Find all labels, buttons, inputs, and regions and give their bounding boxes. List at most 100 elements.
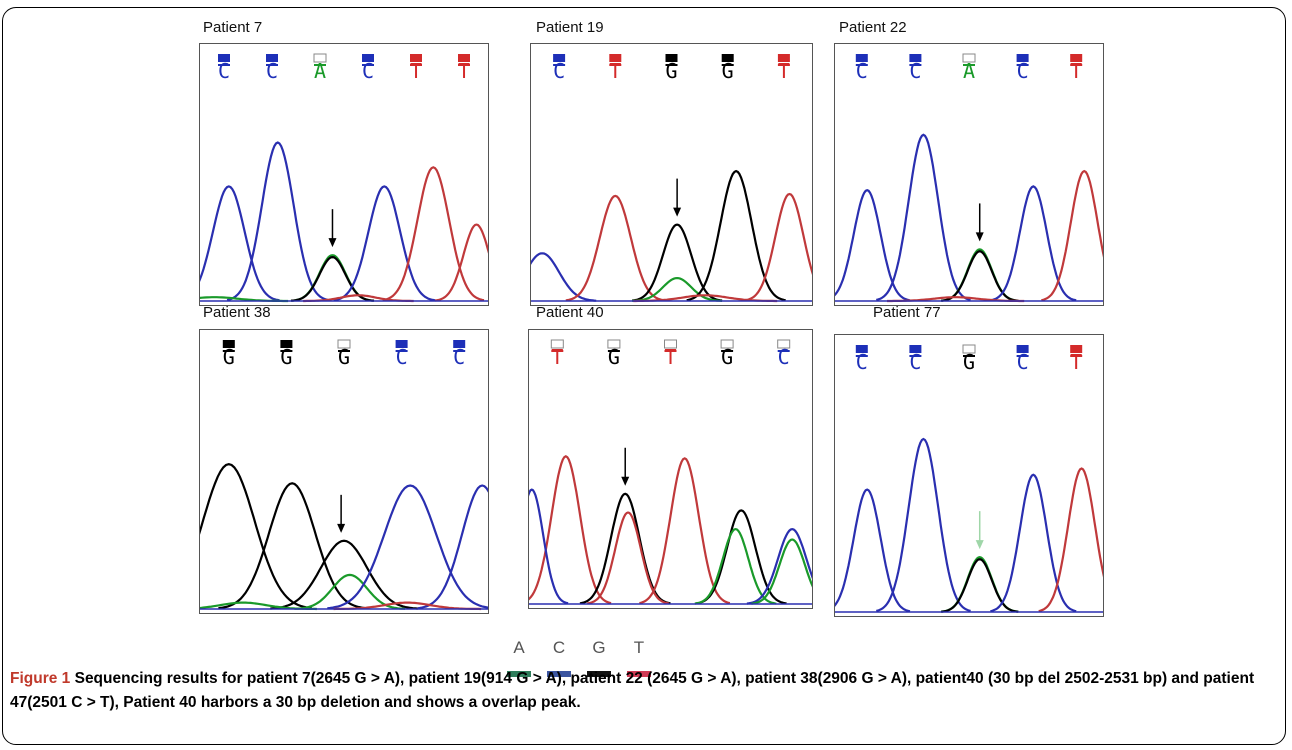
- base-call-letter: C: [218, 59, 230, 83]
- base-call-letter: G: [722, 59, 734, 83]
- base-call-marker: [777, 54, 790, 62]
- trace-peak: [200, 463, 312, 610]
- base-call-letter: G: [223, 345, 235, 369]
- figure-caption: Figure 1 Sequencing results for patient …: [10, 667, 1278, 715]
- trace-peak: [531, 252, 597, 302]
- mutation-arrow-icon: [673, 207, 682, 217]
- base-call-letter: G: [280, 345, 292, 369]
- base-call-marker: [855, 54, 868, 62]
- trace-peak: [632, 223, 723, 302]
- legend-letter: G: [592, 638, 606, 657]
- legend-item-g: G: [584, 638, 614, 677]
- base-call-marker: [266, 54, 278, 62]
- base-call-marker: [458, 54, 470, 62]
- base-call-letter: G: [963, 350, 975, 374]
- trace-peak: [270, 539, 418, 610]
- trace-peak: [876, 437, 971, 613]
- trace-peak: [434, 223, 488, 302]
- trace-peak: [835, 488, 911, 613]
- trace-peak: [941, 558, 1019, 613]
- panel-label: Patient 22: [839, 19, 907, 36]
- base-call-marker: [222, 340, 235, 348]
- base-call-letter: T: [1070, 59, 1082, 83]
- trace-peak: [290, 255, 375, 302]
- legend-item-a: A: [504, 638, 534, 677]
- panel-label: Patient 19: [536, 19, 604, 36]
- base-call-marker: [1070, 345, 1083, 353]
- panel-label: Patient 7: [203, 19, 263, 36]
- base-color-legend: A C G T: [504, 638, 704, 682]
- base-call-marker: [609, 54, 622, 62]
- base-call-letter: T: [410, 59, 422, 83]
- base-call-letter: T: [664, 345, 676, 369]
- mutation-arrow-icon: [975, 232, 984, 242]
- trace-peak: [746, 527, 812, 605]
- base-call-marker: [720, 339, 734, 349]
- base-call-marker: [664, 339, 677, 349]
- trace-peak: [226, 141, 329, 302]
- base-call-letter: C: [909, 350, 921, 374]
- legend-item-t: T: [624, 638, 654, 677]
- trace-peak: [686, 169, 786, 302]
- base-call-marker: [607, 339, 621, 349]
- legend-swatch: [507, 671, 531, 677]
- mutation-arrow-icon: [328, 238, 337, 248]
- base-call-letter: G: [665, 59, 677, 83]
- mutation-arrow-icon: [621, 476, 630, 486]
- trace-peak: [529, 488, 569, 605]
- base-call-letter: C: [856, 59, 868, 83]
- base-call-letter: T: [1070, 350, 1082, 374]
- caption-lead: Figure 1: [10, 670, 71, 687]
- legend-swatch: [547, 671, 571, 677]
- trace-peak: [835, 189, 911, 302]
- legend-letter: A: [513, 638, 525, 657]
- trace-peak: [990, 185, 1077, 302]
- base-call-marker: [1016, 54, 1029, 62]
- trace-peak: [1041, 169, 1103, 302]
- trace-peak: [200, 185, 280, 302]
- base-call-marker: [553, 54, 566, 62]
- base-call-letter: C: [1017, 350, 1029, 374]
- mutation-arrow-icon: [337, 523, 346, 533]
- base-call-letter: C: [266, 59, 278, 83]
- figure-frame: Patient 7 C C A C T T Patient 19 C T G G T Patien…: [2, 7, 1286, 745]
- base-call-marker: [962, 344, 976, 354]
- base-call-marker: [337, 339, 351, 349]
- trace-peak: [579, 492, 671, 605]
- base-call-marker: [395, 340, 408, 348]
- trace-peak: [632, 276, 723, 302]
- trace-peak: [587, 511, 670, 605]
- panel-label: Patient 77: [873, 304, 941, 321]
- legend-swatch: [627, 671, 651, 677]
- base-call-letter: T: [458, 59, 470, 83]
- base-call-letter: A: [963, 59, 975, 83]
- trace-peak: [941, 250, 1019, 302]
- base-call-marker: [909, 345, 922, 353]
- base-call-marker: [962, 53, 976, 63]
- trace-peak: [382, 166, 485, 302]
- base-call-letter: G: [338, 345, 350, 369]
- trace-peak: [417, 484, 488, 610]
- base-call-letter: C: [1017, 59, 1029, 83]
- base-call-marker: [721, 54, 734, 62]
- base-call-marker: [280, 340, 293, 348]
- legend-item-c: C: [544, 638, 574, 677]
- trace-peak: [565, 194, 665, 302]
- trace-peak: [333, 185, 436, 302]
- trace-peak: [751, 538, 812, 605]
- base-call-letter: C: [856, 350, 868, 374]
- legend-letter: T: [633, 638, 645, 657]
- base-call-letter: G: [721, 345, 733, 369]
- base-call-letter: C: [362, 59, 374, 83]
- base-call-marker: [453, 340, 466, 348]
